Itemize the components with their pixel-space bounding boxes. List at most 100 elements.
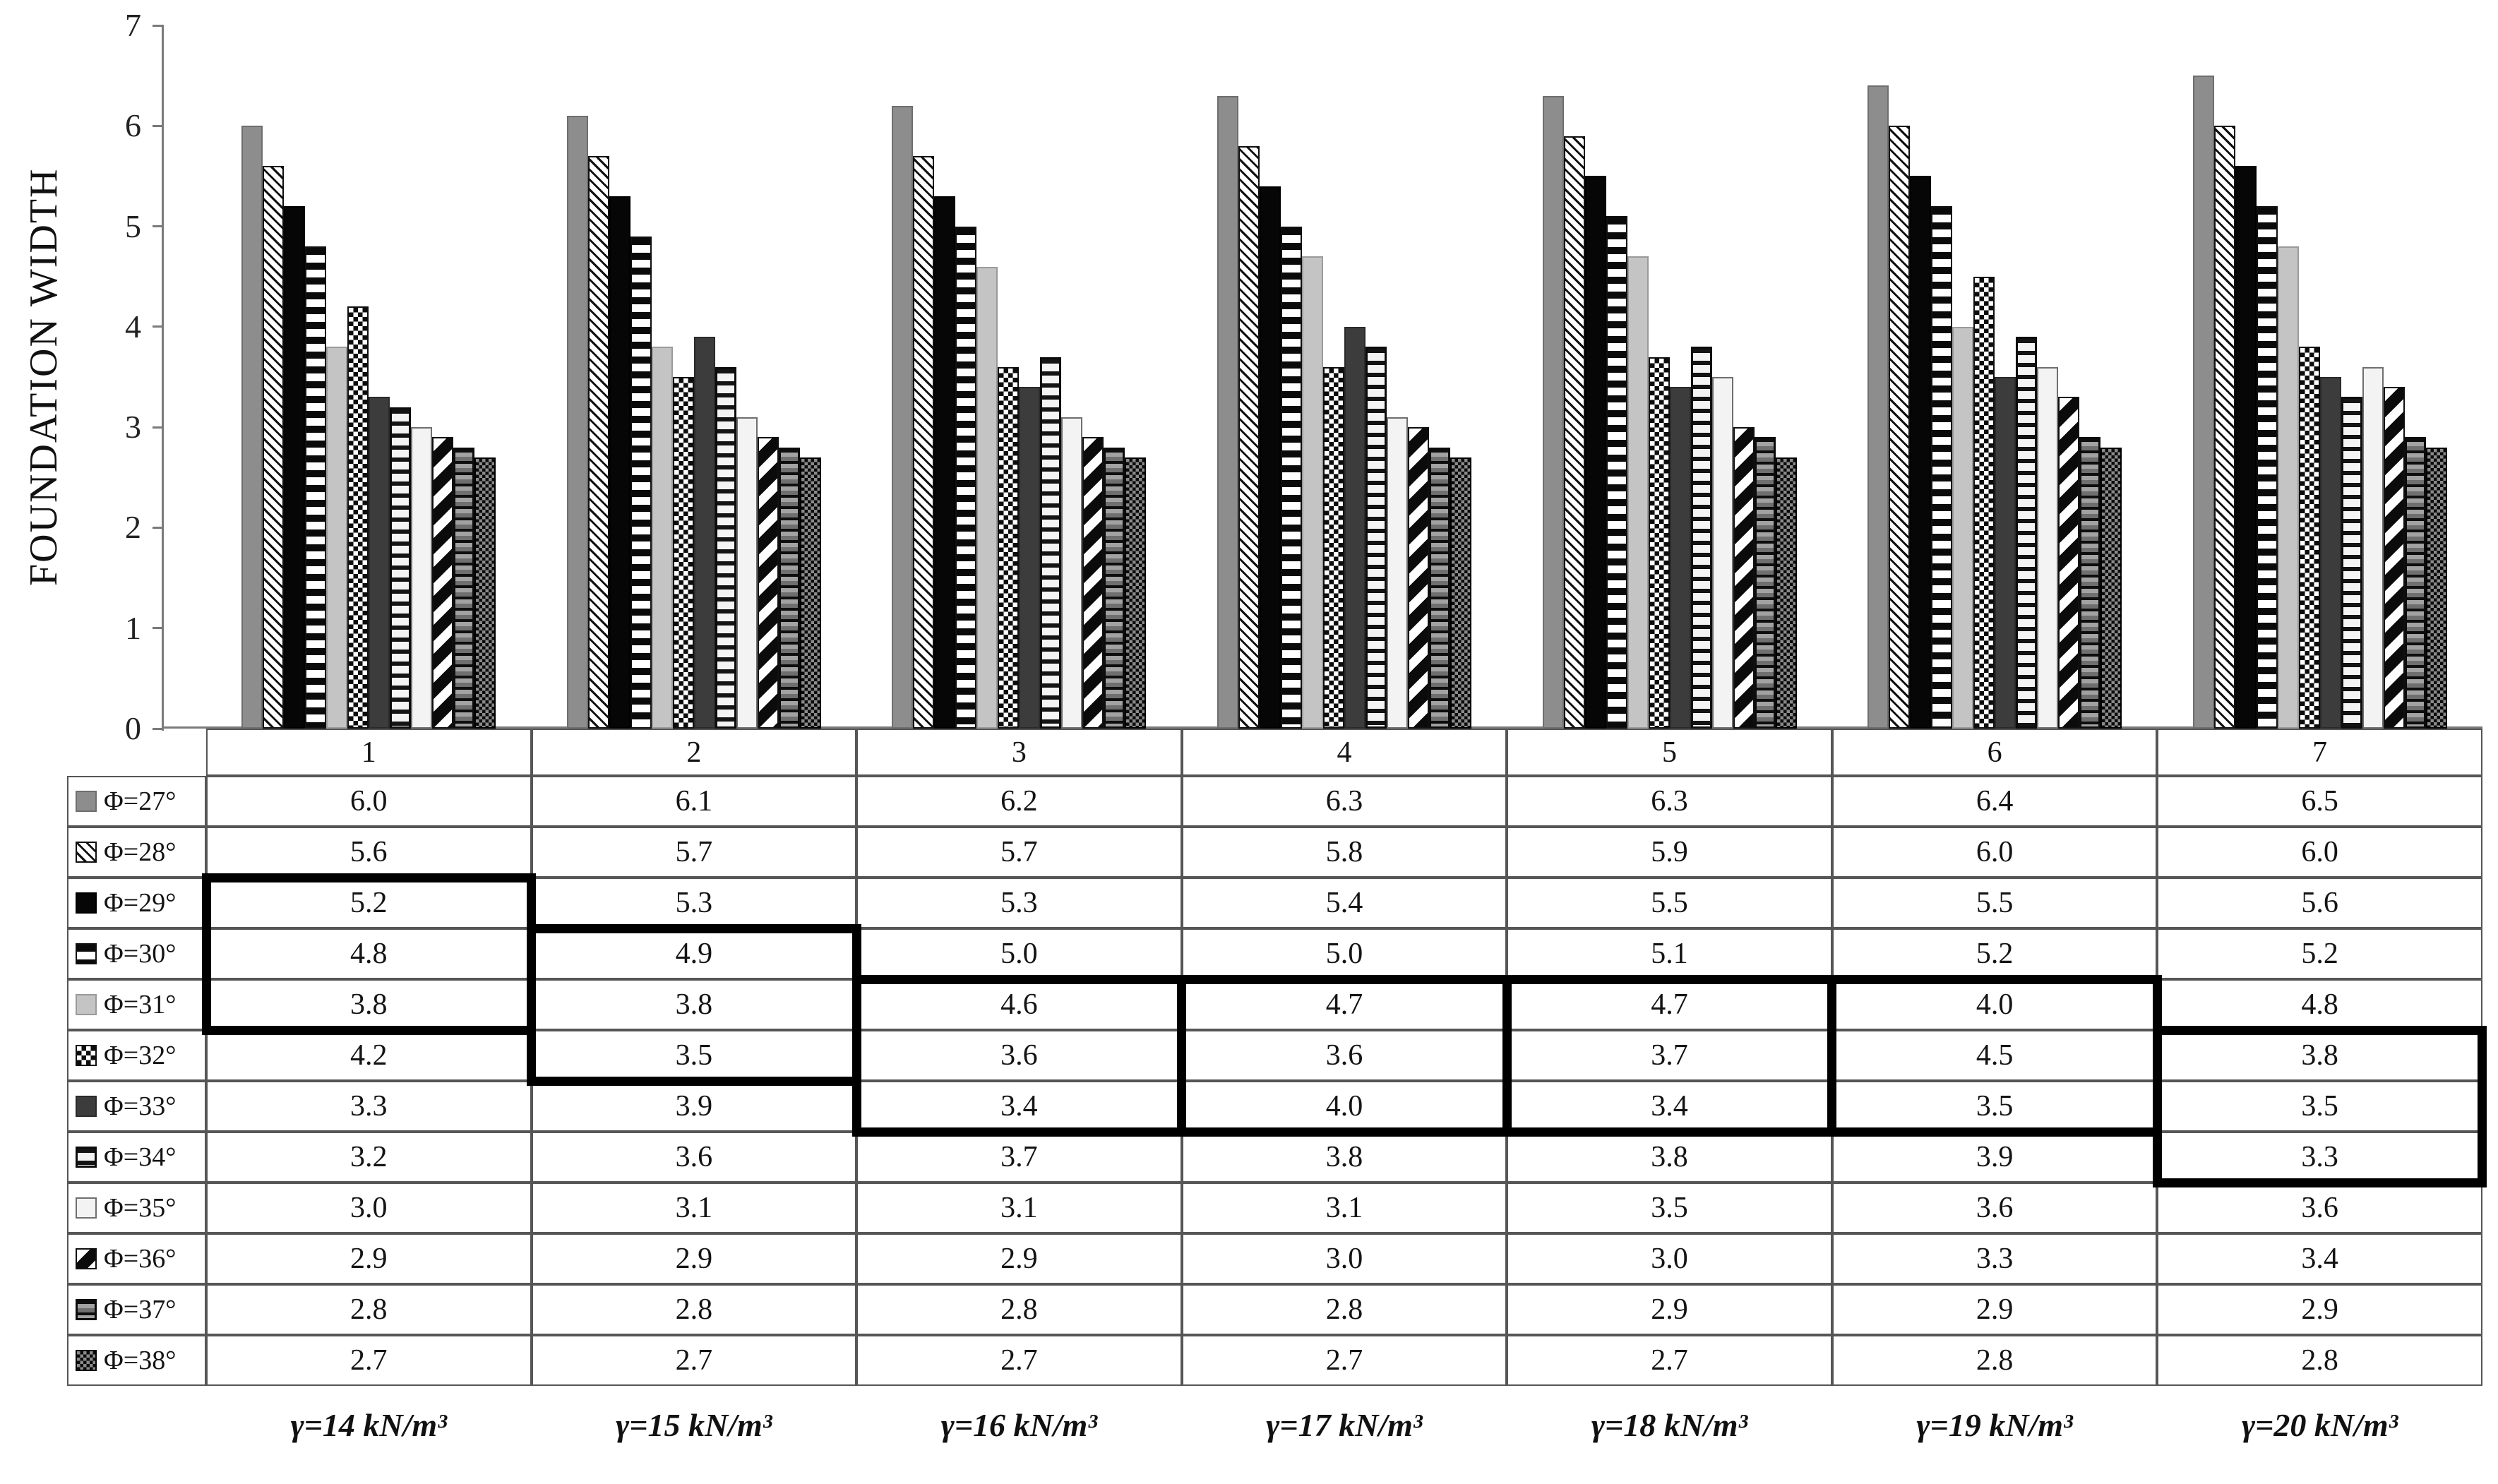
gamma-label: γ=19 kN/m³ bbox=[1916, 1406, 2073, 1443]
value-cell: 5.2 bbox=[2157, 928, 2482, 979]
value-cell: 4.0 bbox=[1181, 1081, 1507, 1132]
bar bbox=[1775, 457, 1797, 729]
value-cell: 2.9 bbox=[206, 1233, 532, 1284]
table-header-cell: 5 bbox=[1507, 729, 1832, 776]
legend-key-icon bbox=[76, 994, 97, 1015]
legend-label: Φ=29° bbox=[104, 888, 177, 918]
bar bbox=[2298, 347, 2320, 729]
bar bbox=[1040, 357, 1062, 729]
bar bbox=[2037, 366, 2059, 729]
bar bbox=[1754, 437, 1776, 729]
y-axis-tick bbox=[153, 426, 164, 429]
value-cell: 2.8 bbox=[2157, 1335, 2482, 1386]
y-axis-tick-label: 6 bbox=[125, 107, 141, 144]
bar bbox=[630, 236, 652, 729]
y-axis-tick bbox=[153, 24, 164, 27]
bar bbox=[2404, 437, 2426, 729]
bar bbox=[1322, 366, 1344, 729]
bar bbox=[1542, 95, 1564, 729]
bar-group bbox=[206, 25, 532, 729]
bar bbox=[390, 407, 412, 729]
value-cell: 4.9 bbox=[531, 928, 857, 979]
data-table: 1 2 3 4 5 6 7 Φ=27° 6.0 6.1 6.2 6.3 6.3 6.4 6.5 Φ=28° 5.… bbox=[67, 729, 2482, 1386]
bar bbox=[263, 166, 285, 729]
y-axis-tick-label: 1 bbox=[125, 609, 141, 646]
gamma-label: γ=16 kN/m³ bbox=[940, 1406, 1098, 1443]
bar bbox=[1217, 95, 1238, 729]
value-cell: 5.7 bbox=[856, 827, 1182, 878]
table-header-cell: 1 bbox=[206, 729, 532, 776]
value-cell: 3.1 bbox=[856, 1183, 1182, 1233]
value-cell: 2.8 bbox=[1181, 1284, 1507, 1335]
value-cell: 2.7 bbox=[206, 1335, 532, 1386]
value-cell: 3.5 bbox=[2157, 1081, 2482, 1132]
bar bbox=[736, 417, 758, 729]
value-cell: 5.3 bbox=[531, 878, 857, 928]
value-cell: 4.5 bbox=[1831, 1030, 2158, 1081]
table-header-cell: 4 bbox=[1181, 729, 1507, 776]
value-cell: 5.3 bbox=[856, 878, 1182, 928]
bar bbox=[1584, 176, 1606, 729]
legend-cell: Φ=37° bbox=[67, 1284, 206, 1335]
bar bbox=[1386, 417, 1408, 729]
value-cell: 3.1 bbox=[1181, 1183, 1507, 1233]
bar bbox=[1563, 136, 1585, 729]
value-cell: 4.0 bbox=[1831, 979, 2158, 1030]
table-header-cell: 6 bbox=[1831, 729, 2158, 776]
legend-label: Φ=33° bbox=[104, 1091, 177, 1121]
y-axis-tick bbox=[153, 727, 164, 730]
legend-key-icon bbox=[76, 791, 97, 812]
bar-group bbox=[856, 25, 1182, 729]
value-cell: 3.4 bbox=[856, 1081, 1182, 1132]
bar bbox=[2362, 366, 2384, 729]
legend-key-icon bbox=[76, 892, 97, 914]
legend-key-icon bbox=[76, 1147, 97, 1168]
bar bbox=[432, 437, 454, 729]
bar bbox=[998, 366, 1020, 729]
legend-key-icon bbox=[76, 1045, 97, 1066]
legend-key-icon bbox=[76, 1350, 97, 1371]
value-cell: 3.0 bbox=[1181, 1233, 1507, 1284]
value-cell: 5.0 bbox=[856, 928, 1182, 979]
value-cell: 3.3 bbox=[1831, 1233, 2158, 1284]
bar bbox=[1104, 447, 1125, 729]
bar bbox=[2341, 397, 2362, 729]
legend-label: Φ=35° bbox=[104, 1193, 177, 1223]
value-cell: 6.4 bbox=[1831, 776, 2158, 827]
value-cell: 3.9 bbox=[531, 1081, 857, 1132]
legend-key-icon bbox=[76, 1299, 97, 1320]
value-cell: 5.5 bbox=[1507, 878, 1832, 928]
value-cell: 6.2 bbox=[856, 776, 1182, 827]
bar bbox=[1301, 256, 1323, 729]
bar bbox=[369, 397, 390, 729]
bar bbox=[757, 437, 779, 729]
legend-key-icon bbox=[76, 1096, 97, 1117]
bar bbox=[1952, 326, 1974, 729]
value-cell: 3.8 bbox=[206, 979, 532, 1030]
legend-label: Φ=36° bbox=[104, 1244, 177, 1274]
value-cell: 3.6 bbox=[856, 1030, 1182, 1081]
bar bbox=[2016, 337, 2038, 729]
value-cell: 3.6 bbox=[2157, 1183, 2482, 1233]
bar bbox=[1973, 276, 1995, 729]
bar bbox=[474, 457, 496, 729]
bar bbox=[1259, 186, 1281, 729]
value-cell: 2.8 bbox=[206, 1284, 532, 1335]
value-cell: 2.8 bbox=[1831, 1335, 2158, 1386]
bar bbox=[2256, 206, 2278, 729]
value-cell: 5.8 bbox=[1181, 827, 1507, 878]
value-cell: 2.9 bbox=[1831, 1284, 2158, 1335]
legend-cell: Φ=32° bbox=[67, 1030, 206, 1081]
value-cell: 5.2 bbox=[206, 878, 532, 928]
bar bbox=[411, 427, 433, 729]
value-cell: 2.8 bbox=[531, 1284, 857, 1335]
legend-cell: Φ=34° bbox=[67, 1132, 206, 1183]
legend-label: Φ=30° bbox=[104, 939, 177, 969]
bar bbox=[1627, 256, 1649, 729]
table-corner-cell bbox=[67, 729, 206, 776]
value-cell: 5.1 bbox=[1507, 928, 1832, 979]
bar bbox=[326, 347, 348, 729]
y-axis-tick bbox=[153, 526, 164, 529]
value-cell: 3.8 bbox=[1507, 1132, 1832, 1183]
bar bbox=[2058, 397, 2080, 729]
